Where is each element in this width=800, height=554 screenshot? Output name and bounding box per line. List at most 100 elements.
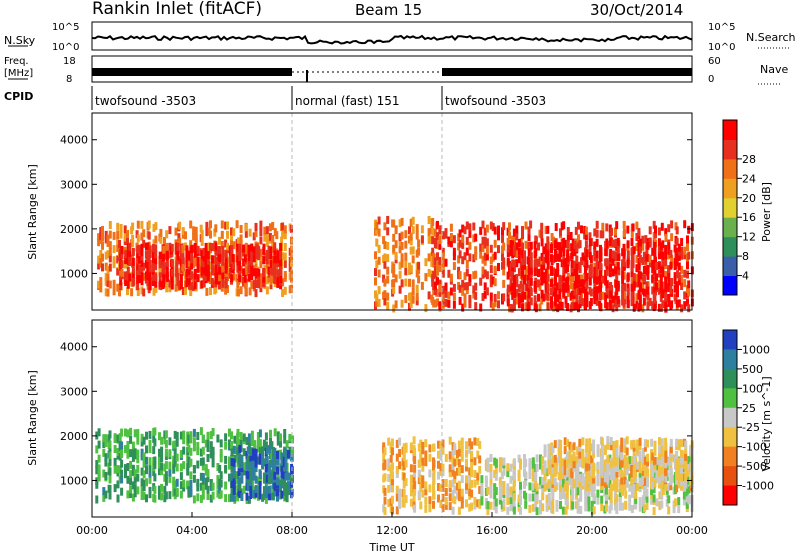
echo-cell — [408, 235, 411, 244]
echo-cell — [684, 472, 688, 481]
echo-cell — [562, 266, 566, 275]
echo-cell — [209, 431, 213, 440]
colorbar-tick-label: 24 — [742, 172, 756, 185]
echo-cell — [228, 461, 231, 470]
echo-cell — [664, 474, 668, 483]
echo-cell — [235, 220, 239, 229]
echo-cell — [609, 290, 613, 299]
echo-cell — [572, 460, 576, 469]
echo-cell — [641, 448, 645, 456]
echo-cell — [123, 260, 127, 269]
echo-cell — [400, 299, 404, 308]
echo-cell — [527, 259, 531, 268]
echo-cell — [585, 449, 589, 458]
echo-cell — [576, 505, 580, 514]
echo-cell — [635, 293, 639, 302]
echo-cell — [578, 438, 582, 447]
echo-cell — [262, 274, 266, 283]
echo-cell — [254, 475, 258, 484]
echo-cell — [267, 485, 271, 494]
echo-cell — [585, 475, 589, 484]
echo-cell — [246, 471, 250, 480]
echo-cell — [148, 469, 152, 478]
echo-cell — [474, 270, 478, 279]
echo-cell — [600, 466, 604, 475]
echo-cell — [527, 242, 531, 250]
echo-cell — [600, 443, 604, 451]
echo-cell — [576, 464, 580, 473]
echo-cell — [584, 253, 587, 262]
echo-cell — [240, 460, 244, 469]
echo-cell — [527, 248, 531, 257]
echo-cell — [590, 468, 594, 477]
echo-cell — [508, 231, 511, 240]
echo-cell — [461, 234, 465, 243]
echo-cell — [667, 251, 671, 260]
echo-cell — [571, 492, 575, 501]
echo-cell — [680, 282, 684, 290]
echo-cell — [243, 280, 247, 289]
echo-cell — [675, 237, 679, 246]
echo-cell — [603, 463, 607, 472]
echo-cell — [461, 240, 465, 249]
echo-cell — [480, 475, 484, 484]
echo-cell — [163, 473, 167, 482]
echo-cell — [683, 251, 687, 260]
echo-cell — [242, 244, 246, 253]
echo-cell — [500, 471, 504, 480]
echo-cell — [262, 243, 266, 252]
echo-cell — [457, 266, 461, 275]
echo-cell — [476, 476, 480, 485]
echo-cell — [564, 284, 568, 293]
echo-cell — [584, 265, 587, 274]
echo-cell — [590, 500, 594, 509]
echo-cell — [512, 499, 516, 508]
echo-cell — [140, 478, 144, 487]
echo-cell — [239, 432, 243, 440]
echo-cell — [400, 242, 404, 250]
echo-cell — [581, 279, 585, 288]
echo-cell — [546, 261, 550, 270]
echo-cell — [541, 503, 545, 512]
echo-cell — [119, 282, 123, 290]
echo-cell — [185, 254, 189, 263]
echo-cell — [592, 445, 596, 454]
echo-cell — [283, 231, 287, 240]
echo-cell — [517, 247, 521, 256]
echo-cell — [564, 506, 568, 515]
echo-cell — [682, 497, 686, 506]
echo-cell — [635, 242, 639, 251]
echo-cell — [664, 293, 668, 302]
echo-cell — [667, 506, 671, 515]
echo-cell — [540, 272, 544, 280]
echo-cell — [174, 283, 178, 292]
echo-cell — [151, 249, 155, 258]
echo-cell — [502, 279, 506, 288]
echo-cell — [599, 268, 602, 277]
echo-cell — [283, 252, 287, 261]
echo-cell — [140, 248, 144, 257]
echo-cell — [106, 272, 110, 281]
echo-cell — [257, 277, 261, 285]
echo-cell — [584, 232, 588, 241]
echo-cell — [420, 281, 424, 290]
echo-cell — [540, 276, 544, 285]
echo-cell — [664, 482, 668, 491]
echo-cell — [236, 280, 240, 289]
echo-cell — [258, 429, 262, 438]
echo-cell — [413, 504, 417, 513]
echo-cell — [498, 496, 502, 505]
echo-cell — [394, 251, 398, 260]
echo-cell — [529, 241, 533, 250]
echo-cell — [256, 444, 260, 453]
echo-cell — [106, 250, 110, 259]
echo-cell — [281, 289, 285, 297]
echo-cell — [686, 235, 689, 244]
echo-cell — [533, 302, 537, 311]
echo-cell — [559, 471, 563, 480]
echo-cell — [509, 262, 513, 271]
echo-cell — [129, 427, 133, 436]
echo-cell — [493, 470, 497, 478]
echo-cell — [153, 456, 157, 465]
colorbar-tick-label: 4 — [742, 270, 749, 283]
